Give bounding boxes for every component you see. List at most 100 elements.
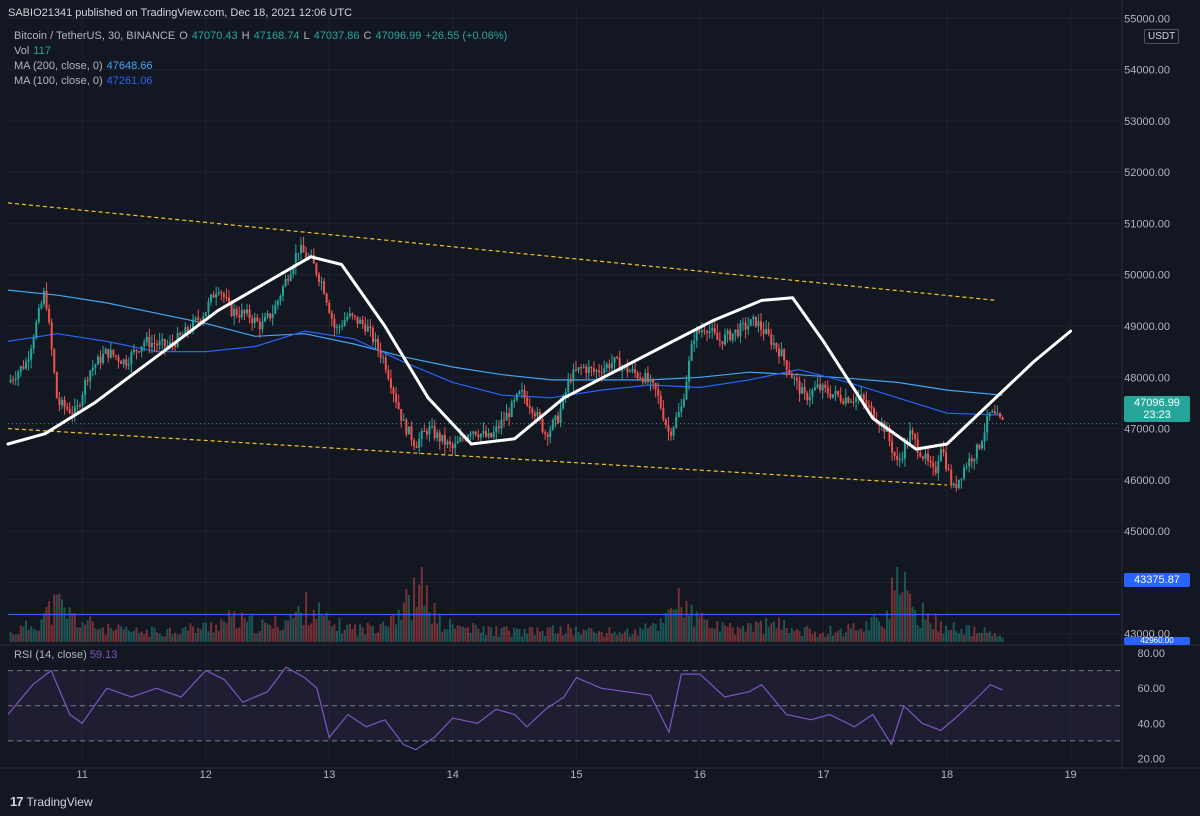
volume-bar xyxy=(657,630,660,642)
candle-body xyxy=(428,426,431,435)
candle-body xyxy=(729,330,732,341)
volume-bar xyxy=(765,618,768,642)
price-tick-label: 54000.00 xyxy=(1124,65,1170,77)
volume-bar xyxy=(652,623,655,642)
candle-body xyxy=(952,483,955,486)
volume-bar xyxy=(495,625,498,642)
volume-bar xyxy=(937,631,940,642)
price-tick-label: 46000.00 xyxy=(1124,475,1170,487)
candle-body xyxy=(42,290,45,304)
volume-bar xyxy=(965,625,968,642)
volume-bar xyxy=(433,603,436,642)
volume-bar xyxy=(420,567,423,642)
candle-body xyxy=(84,379,87,395)
candle-body xyxy=(109,349,112,358)
candle-body xyxy=(161,339,164,342)
volume-bar xyxy=(446,629,449,642)
volume-bar xyxy=(680,607,683,642)
ma200-row[interactable]: MA (200, close, 0) 47648.66 xyxy=(14,59,507,74)
rsi-legend[interactable]: RSI (14, close) 59.13 xyxy=(14,649,117,661)
volume-bar xyxy=(415,607,418,642)
volume-bar xyxy=(397,609,400,642)
candle-body xyxy=(693,340,696,344)
candle-body xyxy=(76,405,79,407)
vol-label: Vol xyxy=(14,45,30,57)
volume-row[interactable]: Vol 117 xyxy=(14,44,507,59)
candle-body xyxy=(479,433,482,438)
candle-body xyxy=(400,408,403,421)
volume-bar xyxy=(431,624,434,642)
volume-bar xyxy=(996,636,999,642)
main-legend: Bitcoin / TetherUS, 30, BINANCE O 47070.4… xyxy=(14,29,507,89)
volume-bar xyxy=(53,594,56,642)
volume-bar xyxy=(873,614,876,642)
candle-body xyxy=(364,324,367,332)
candle-body xyxy=(831,394,834,398)
candle-body xyxy=(174,344,177,347)
candle-body xyxy=(821,384,824,391)
volume-bar xyxy=(317,602,320,642)
volume-bar xyxy=(248,615,251,642)
candle-body xyxy=(680,406,683,412)
volume-bar xyxy=(210,622,213,642)
volume-bar xyxy=(855,630,858,642)
symbol-row[interactable]: Bitcoin / TetherUS, 30, BINANCE O 47070.4… xyxy=(14,29,507,44)
candle-body xyxy=(168,342,171,346)
rsi-tick-label: 20.00 xyxy=(1137,753,1165,765)
volume-bar xyxy=(228,610,231,642)
candle-body xyxy=(287,278,290,281)
volume-bar xyxy=(870,617,873,642)
candle-body xyxy=(274,305,277,314)
candle-body xyxy=(328,302,331,313)
volume-bar xyxy=(556,633,559,642)
candle-body xyxy=(546,434,549,438)
candle-body xyxy=(469,433,472,436)
candle-body xyxy=(842,401,845,404)
volume-bar xyxy=(58,593,61,642)
candle-body xyxy=(210,294,213,302)
ma100-row[interactable]: MA (100, close, 0) 47261.06 xyxy=(14,74,507,89)
candle-body xyxy=(788,369,791,374)
candle-body xyxy=(433,426,436,438)
candle-body xyxy=(664,419,667,426)
candle-body xyxy=(744,322,747,330)
volume-bar xyxy=(744,631,747,642)
volume-bar xyxy=(690,604,693,642)
candle-body xyxy=(870,405,873,409)
candle-body xyxy=(40,303,43,309)
candle-body xyxy=(898,459,901,461)
volume-bar xyxy=(215,624,218,642)
volume-bar xyxy=(117,624,120,642)
candle-body xyxy=(266,313,269,317)
volume-bar xyxy=(158,633,161,642)
candle-body xyxy=(392,388,395,394)
candle-body xyxy=(153,343,156,345)
ma100-label: MA (100, close, 0) xyxy=(14,75,103,87)
projection-line xyxy=(6,255,1073,451)
currency-badge[interactable]: USDT xyxy=(1144,29,1180,44)
candle-body xyxy=(104,348,107,354)
volume-bar xyxy=(518,629,521,642)
volume-bar xyxy=(849,628,852,642)
candle-body xyxy=(662,408,665,420)
candle-body xyxy=(652,378,655,384)
volume-bar xyxy=(413,577,416,642)
volume-bar xyxy=(718,631,721,642)
tradingview-brand[interactable]: 17 TradingView xyxy=(10,794,93,809)
volume-bar xyxy=(749,623,752,642)
volume-bar xyxy=(467,627,470,642)
candle-body xyxy=(353,315,356,317)
volume-bar xyxy=(662,622,665,642)
volume-bar xyxy=(436,623,439,642)
volume-bar xyxy=(672,609,675,642)
volume-bar xyxy=(312,610,315,642)
volume-bar xyxy=(94,628,97,642)
candle-body xyxy=(628,371,631,373)
candle-body xyxy=(508,413,511,417)
volume-bar xyxy=(574,626,577,642)
volume-bar xyxy=(788,633,791,642)
volume-bar xyxy=(204,622,207,642)
candle-body xyxy=(490,433,493,438)
volume-bar xyxy=(891,577,894,642)
